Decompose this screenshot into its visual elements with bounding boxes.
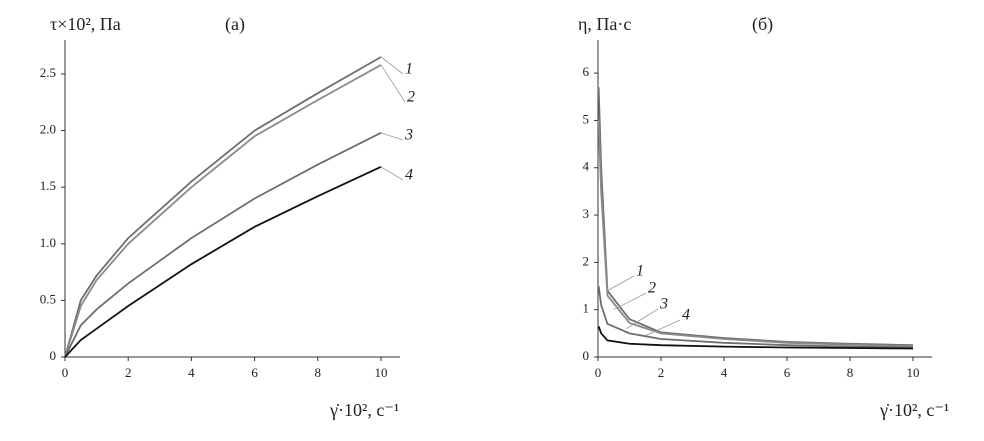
series-line bbox=[64, 64, 382, 358]
x-tick-label: 10 bbox=[375, 365, 388, 380]
x-tick-label: 6 bbox=[251, 365, 258, 380]
leader-line bbox=[613, 292, 647, 311]
leader-line bbox=[380, 166, 404, 181]
curve-label: 1 bbox=[405, 61, 413, 78]
y-tick-label: 2 bbox=[583, 253, 590, 268]
y-tick-label: 0 bbox=[50, 348, 57, 363]
x-tick-label: 2 bbox=[125, 365, 132, 380]
curve-label: 3 bbox=[404, 127, 413, 144]
panel-label: (б) bbox=[752, 14, 773, 35]
y-tick-label: 0 bbox=[583, 348, 590, 363]
curve-label: 2 bbox=[648, 280, 656, 297]
x-tick-label: 6 bbox=[784, 365, 791, 380]
series-line bbox=[597, 285, 914, 349]
leader-line bbox=[607, 275, 635, 292]
leader-line bbox=[380, 132, 404, 141]
y-tick-label: 6 bbox=[583, 64, 590, 79]
curve-label: 3 bbox=[659, 296, 668, 313]
x-axis-label: γ̇·10², с⁻¹ bbox=[879, 400, 949, 420]
x-tick-label: 8 bbox=[315, 365, 322, 380]
y-tick-label: 1 bbox=[583, 301, 590, 316]
series-line bbox=[597, 120, 914, 348]
y-tick-label: 1.0 bbox=[40, 235, 56, 250]
leader-line bbox=[380, 64, 406, 103]
panel-label: (а) bbox=[225, 14, 245, 35]
leader-line bbox=[626, 308, 659, 329]
y-axis-label: η, Па·с bbox=[578, 14, 631, 34]
y-tick-label: 0.5 bbox=[40, 291, 56, 306]
curve-label: 4 bbox=[405, 167, 413, 184]
series-line bbox=[64, 165, 382, 358]
series-line bbox=[597, 87, 914, 347]
x-axis-label: γ̇·10², с⁻¹ bbox=[329, 400, 399, 420]
x-tick-label: 0 bbox=[595, 365, 602, 380]
curve-label: 4 bbox=[682, 307, 690, 324]
x-tick-label: 4 bbox=[188, 365, 195, 380]
y-tick-label: 2.0 bbox=[40, 122, 56, 137]
y-tick-label: 1.5 bbox=[40, 178, 56, 193]
series-line bbox=[64, 132, 382, 358]
y-tick-label: 3 bbox=[583, 206, 590, 221]
y-axis-label: τ×10², Па bbox=[50, 14, 121, 34]
x-tick-label: 8 bbox=[847, 365, 854, 380]
series-line bbox=[64, 56, 382, 358]
y-tick-label: 5 bbox=[583, 111, 590, 126]
leader-line bbox=[380, 56, 404, 75]
y-tick-label: 2.5 bbox=[40, 65, 56, 80]
leader-line bbox=[645, 319, 681, 337]
x-tick-label: 2 bbox=[658, 365, 665, 380]
curve-label: 1 bbox=[636, 263, 644, 280]
y-tick-label: 4 bbox=[583, 159, 590, 174]
curve-label: 2 bbox=[407, 89, 415, 106]
x-tick-label: 0 bbox=[62, 365, 69, 380]
x-tick-label: 10 bbox=[907, 365, 920, 380]
x-tick-label: 4 bbox=[721, 365, 728, 380]
series-line bbox=[597, 325, 914, 350]
